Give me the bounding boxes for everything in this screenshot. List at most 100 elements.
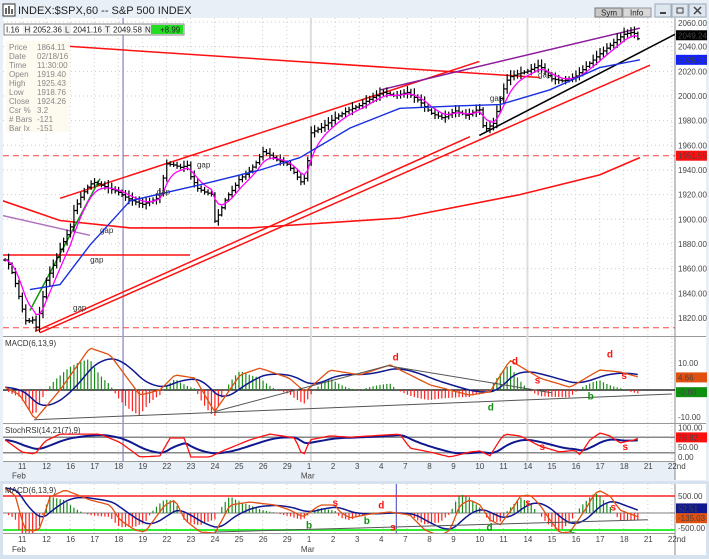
price-axis-label: 1900.00 bbox=[678, 215, 707, 224]
quote-net-change: +8.99 bbox=[160, 26, 181, 35]
svg-text:T: T bbox=[105, 26, 110, 35]
gap-label: gap bbox=[157, 188, 171, 197]
date-tick-label: 22 bbox=[162, 462, 171, 471]
date-tick-label: 18 bbox=[114, 535, 123, 544]
date-tick-label: 11 bbox=[18, 462, 27, 471]
data-window: Price 1864.11 Date 02/18/16 Time 11:30:00 Open… bbox=[6, 41, 70, 133]
date-tick-label: 11 bbox=[499, 462, 508, 471]
date-tick-label: 9 bbox=[451, 462, 456, 471]
info-value: -151 bbox=[37, 124, 54, 133]
indicator-value-marker bbox=[676, 503, 707, 514]
date-tick-label: 17 bbox=[596, 535, 605, 544]
info-key: Close bbox=[9, 97, 30, 106]
date-tick-label: 4 bbox=[379, 535, 384, 544]
price-marker bbox=[676, 30, 707, 41]
info-key: High bbox=[9, 79, 25, 88]
date-tick-label: 2 bbox=[331, 462, 336, 471]
date-tick-label: 7 bbox=[403, 535, 408, 544]
mid-moving-average bbox=[29, 59, 641, 291]
macd2-trend-line bbox=[214, 519, 648, 533]
info-key: Time bbox=[9, 61, 27, 70]
price-bar bbox=[635, 31, 640, 41]
date-tick-label: 2 bbox=[331, 535, 336, 544]
svg-text:Sym[interactable]: Sym bbox=[601, 9, 617, 18]
month-label: Mar bbox=[301, 545, 315, 554]
date-tick-label: 7 bbox=[403, 462, 408, 471]
date-tick-label: 16 bbox=[572, 535, 581, 544]
date-tick-label: 29 bbox=[283, 462, 292, 471]
price-axis-label: 2020.00 bbox=[678, 67, 707, 76]
price-axis bbox=[675, 18, 706, 480]
price-axis-label: 1940.00 bbox=[678, 166, 707, 175]
date-tick-label: 16 bbox=[66, 535, 75, 544]
info-button[interactable]: Info bbox=[622, 7, 652, 18]
macd-trend-line bbox=[387, 365, 552, 394]
signal-annotation: b bbox=[364, 516, 370, 527]
signal-annotation: s bbox=[540, 442, 546, 453]
info-key: Low bbox=[9, 88, 24, 97]
date-tick-label: 25 bbox=[235, 462, 244, 471]
info-key: Csr % bbox=[9, 106, 31, 115]
price-axis-label: 1920.00 bbox=[678, 191, 707, 200]
date-tick-label: 21 bbox=[644, 462, 653, 471]
info-value: 1864.11 bbox=[37, 43, 66, 52]
indicator-value-label: -0.80 bbox=[678, 388, 697, 397]
date-tick-label: 23 bbox=[186, 535, 195, 544]
date-tick-label: 11 bbox=[499, 535, 508, 544]
signal-annotation: s bbox=[333, 498, 339, 509]
price-axis-label: 1980.00 bbox=[678, 117, 707, 126]
indicator-axis-label: 500.00 bbox=[678, 492, 703, 501]
macd2-line bbox=[4, 487, 639, 533]
price-marker bbox=[676, 54, 707, 65]
info-key: Date bbox=[9, 52, 26, 61]
signal-annotation: b bbox=[588, 391, 594, 402]
close-icon[interactable] bbox=[693, 6, 702, 15]
signal-annotation: s bbox=[621, 371, 627, 382]
price-panel: gap gap gap gap gap gap gap bbox=[3, 26, 675, 334]
macd-label: MACD(6,13,9) bbox=[5, 339, 56, 348]
date-tick-label: 16 bbox=[572, 462, 581, 471]
date-tick-label: 1 bbox=[307, 535, 312, 544]
gap-label: gap bbox=[100, 226, 114, 235]
lower-support-line-b bbox=[39, 64, 651, 334]
date-tick-label: 24 bbox=[211, 462, 220, 471]
date-tick-label: 16 bbox=[66, 462, 75, 471]
date-tick-label: 23 bbox=[186, 462, 195, 471]
gap-label: gap bbox=[197, 160, 211, 169]
info-value: 1925.43 bbox=[37, 79, 66, 88]
sym-button[interactable]: Sym bbox=[594, 7, 623, 18]
indicator-axis-label: 50.00 bbox=[678, 443, 699, 452]
date-tick-label: 19 bbox=[138, 462, 147, 471]
date-tick-label: 22nd bbox=[668, 462, 686, 471]
macd-panel: d dds sdb bbox=[3, 347, 675, 421]
macd-trend-line bbox=[34, 393, 672, 421]
plot-area bbox=[3, 18, 675, 462]
indicator-value-marker bbox=[676, 387, 707, 398]
date-tick-label: 3 bbox=[355, 535, 360, 544]
indicator-value-marker bbox=[676, 432, 707, 443]
maximize-button[interactable] bbox=[671, 3, 689, 18]
signal-annotation: s bbox=[390, 523, 396, 534]
date-tick-label: 21 bbox=[644, 535, 653, 544]
window-title: INDEX:$SPX,60 -- S&P 500 INDEX bbox=[18, 5, 192, 17]
info-key: Bar Ix bbox=[9, 124, 30, 133]
price-axis-label: 1860.00 bbox=[678, 265, 707, 274]
purple-top-line bbox=[380, 27, 641, 91]
macd-trend-line bbox=[214, 365, 388, 413]
maximize-icon[interactable] bbox=[676, 7, 684, 14]
close-button[interactable] bbox=[688, 3, 707, 18]
info-value: 1924.26 bbox=[37, 97, 66, 106]
date-tick-label: 17 bbox=[596, 462, 605, 471]
date-tick-label: 17 bbox=[90, 535, 99, 544]
date-tick-label: 15 bbox=[548, 462, 557, 471]
signal-annotation: b bbox=[306, 520, 312, 531]
svg-text:Info[interactable]: Info bbox=[630, 9, 644, 18]
date-tick-label: 22 bbox=[162, 535, 171, 544]
indicator-value-label: -135.03 bbox=[678, 514, 706, 523]
minimize-icon[interactable] bbox=[660, 12, 666, 14]
svg-text:N: N bbox=[145, 26, 151, 35]
minimize-button[interactable] bbox=[654, 3, 672, 18]
date-tick-label: 11 bbox=[18, 535, 27, 544]
signal-annotation: s bbox=[525, 498, 531, 509]
